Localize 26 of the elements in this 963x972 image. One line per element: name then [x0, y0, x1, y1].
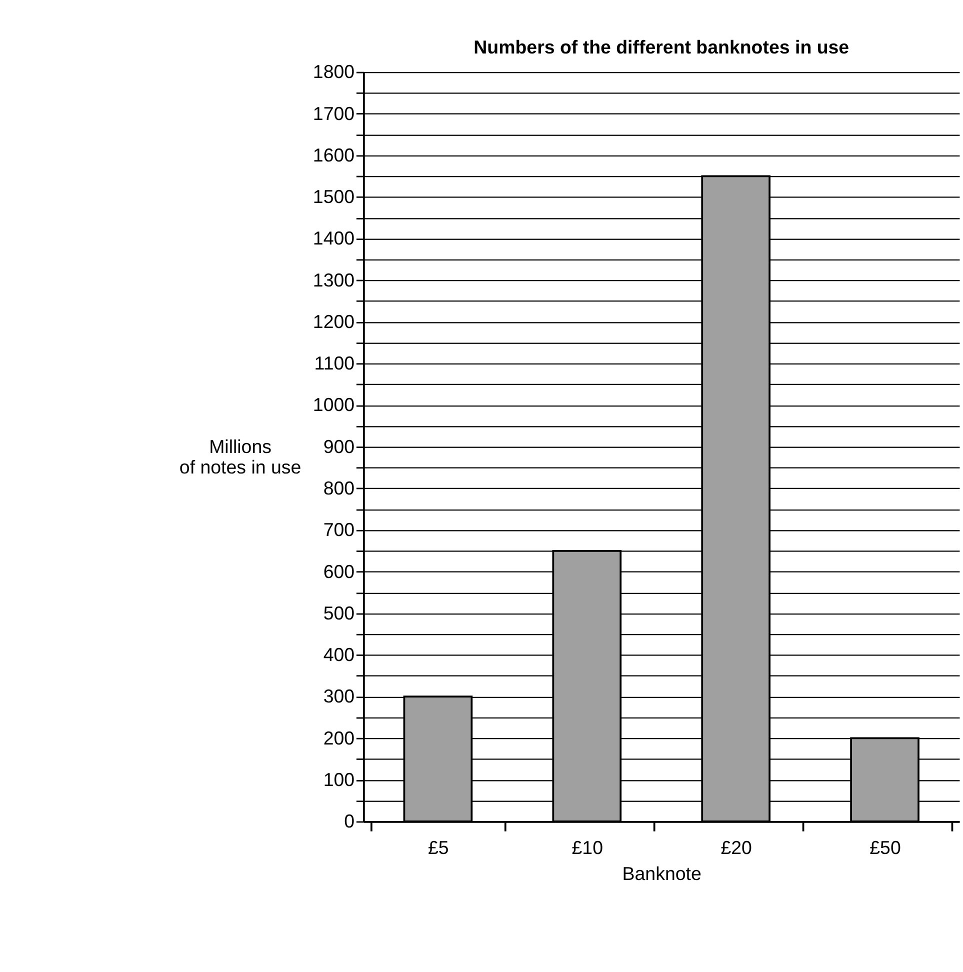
- y-tick-label: 1000: [312, 394, 355, 416]
- x-tick-label: £5: [428, 836, 449, 858]
- y-tick-label: 200: [323, 727, 355, 748]
- y-tick-label: 1100: [314, 352, 355, 374]
- x-tick-label: £10: [572, 836, 603, 858]
- x-tick-label: £50: [870, 836, 901, 858]
- x-axis-title: Banknote: [622, 863, 702, 884]
- y-tick-label: 400: [323, 644, 355, 666]
- y-tick-label: 1200: [312, 310, 355, 332]
- y-tick-label: 100: [323, 768, 355, 790]
- y-tick-label: 700: [323, 519, 355, 540]
- y-tick-label: 1400: [312, 228, 355, 249]
- y-tick-label: 600: [323, 560, 355, 582]
- y-tick-label: 1800: [312, 61, 355, 82]
- y-tick-label: 1500: [312, 186, 355, 208]
- chart-title: Numbers of the different banknotes in use: [474, 36, 850, 58]
- y-tick-label: 300: [323, 686, 355, 707]
- y-tick-label: 900: [323, 436, 355, 457]
- x-tick-label: £20: [720, 836, 752, 858]
- y-axis-title: Millions of notes in use: [179, 436, 302, 478]
- y-tick-label: 0: [344, 810, 355, 832]
- y-tick-label: 500: [323, 602, 355, 624]
- y-tick-label: 1300: [312, 269, 355, 290]
- y-tick-label: 1700: [312, 102, 355, 124]
- y-tick-label: 800: [323, 478, 355, 499]
- y-tick-label: 1600: [312, 144, 355, 166]
